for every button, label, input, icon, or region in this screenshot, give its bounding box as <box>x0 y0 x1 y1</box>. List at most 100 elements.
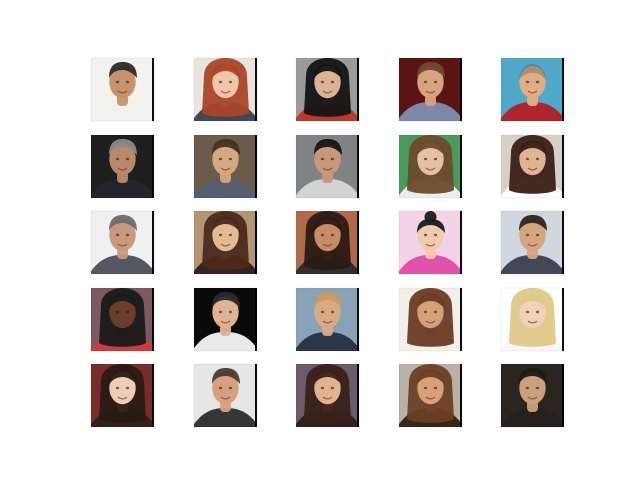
eye-left <box>320 157 325 161</box>
eye-right <box>433 386 438 390</box>
eye-right <box>125 233 130 237</box>
hair <box>212 139 240 155</box>
shirt <box>296 332 359 351</box>
mouth <box>527 320 538 324</box>
thumbnail-side-bar <box>357 288 359 351</box>
face-thumbnail <box>398 287 463 352</box>
shirt <box>194 332 257 351</box>
eye-right <box>433 157 438 161</box>
hair-top <box>519 294 547 309</box>
eye-left <box>115 386 120 390</box>
thumbnail-side-bar <box>357 364 359 427</box>
hair-top <box>519 141 547 156</box>
mouth <box>425 243 436 247</box>
eye-left <box>320 310 325 314</box>
face-thumbnail <box>500 210 565 275</box>
thumbnail-side-bar <box>152 135 154 198</box>
thumbnail-side-bar <box>562 364 564 427</box>
eye-right <box>125 80 130 84</box>
hair-top <box>417 370 445 385</box>
eye-left <box>423 310 428 314</box>
face-thumbnail <box>193 57 258 122</box>
hair <box>212 292 240 308</box>
mouth <box>322 243 333 247</box>
face <box>314 371 341 405</box>
thumbnail-side-bar <box>152 58 154 121</box>
eye-right <box>535 80 540 84</box>
eye-left <box>320 386 325 390</box>
hair <box>212 368 240 384</box>
face-thumbnail <box>500 287 565 352</box>
eye-right <box>433 80 438 84</box>
thumbnail-side-bar <box>562 288 564 351</box>
eye-right <box>228 157 233 161</box>
eye-left <box>218 157 223 161</box>
mouth <box>117 90 128 94</box>
eye-left <box>115 310 120 314</box>
shirt <box>501 408 564 427</box>
mouth <box>322 167 333 171</box>
thumbnail-side-bar <box>562 58 564 121</box>
face-thumbnail <box>398 210 463 275</box>
mouth <box>220 90 231 94</box>
face-thumbnail <box>193 363 258 428</box>
face-thumbnail <box>295 363 360 428</box>
mouth <box>322 396 333 400</box>
thumbnail-side-bar <box>357 135 359 198</box>
face-thumbnail <box>500 134 565 199</box>
face-thumbnail <box>295 210 360 275</box>
eye-right <box>330 386 335 390</box>
face-thumbnail <box>90 57 155 122</box>
eye-right <box>330 157 335 161</box>
hair-top <box>212 64 240 79</box>
mouth <box>425 167 436 171</box>
shirt <box>501 102 564 121</box>
shirt <box>296 179 359 198</box>
face <box>212 142 239 176</box>
hair <box>109 62 137 78</box>
face <box>519 218 546 252</box>
face-thumbnail <box>295 57 360 122</box>
eye-left <box>218 310 223 314</box>
hair-top <box>109 294 137 309</box>
hair <box>417 62 445 78</box>
thumbnail-side-bar <box>152 364 154 427</box>
mouth <box>527 90 538 94</box>
eye-left <box>320 80 325 84</box>
eye-left <box>423 233 428 237</box>
hair <box>519 215 547 231</box>
eye-left <box>115 157 120 161</box>
mouth <box>425 320 436 324</box>
thumbnail-side-bar <box>152 211 154 274</box>
thumbnail-side-bar <box>460 364 462 427</box>
hair <box>519 64 546 80</box>
thumbnail-side-bar <box>562 211 564 274</box>
shirt <box>194 179 257 198</box>
hair-top <box>212 217 240 232</box>
eye-right <box>535 157 540 161</box>
face-thumbnail <box>295 134 360 199</box>
face <box>314 218 341 252</box>
face <box>519 142 546 176</box>
eye-left <box>525 80 530 84</box>
eye-left <box>115 233 120 237</box>
face <box>109 218 136 252</box>
face <box>519 371 546 405</box>
mouth <box>425 90 436 94</box>
eye-left <box>525 157 530 161</box>
mouth <box>527 167 538 171</box>
thumbnail-side-bar <box>255 135 257 198</box>
hair <box>109 139 137 155</box>
face <box>314 65 341 99</box>
thumbnail-side-bar <box>357 58 359 121</box>
face <box>417 371 444 405</box>
eye-left <box>525 233 530 237</box>
shirt <box>194 408 257 427</box>
eye-left <box>218 233 223 237</box>
shirt <box>399 255 462 274</box>
tiles-layer <box>90 57 565 428</box>
eye-right <box>228 233 233 237</box>
eye-right <box>228 80 233 84</box>
eye-right <box>535 233 540 237</box>
